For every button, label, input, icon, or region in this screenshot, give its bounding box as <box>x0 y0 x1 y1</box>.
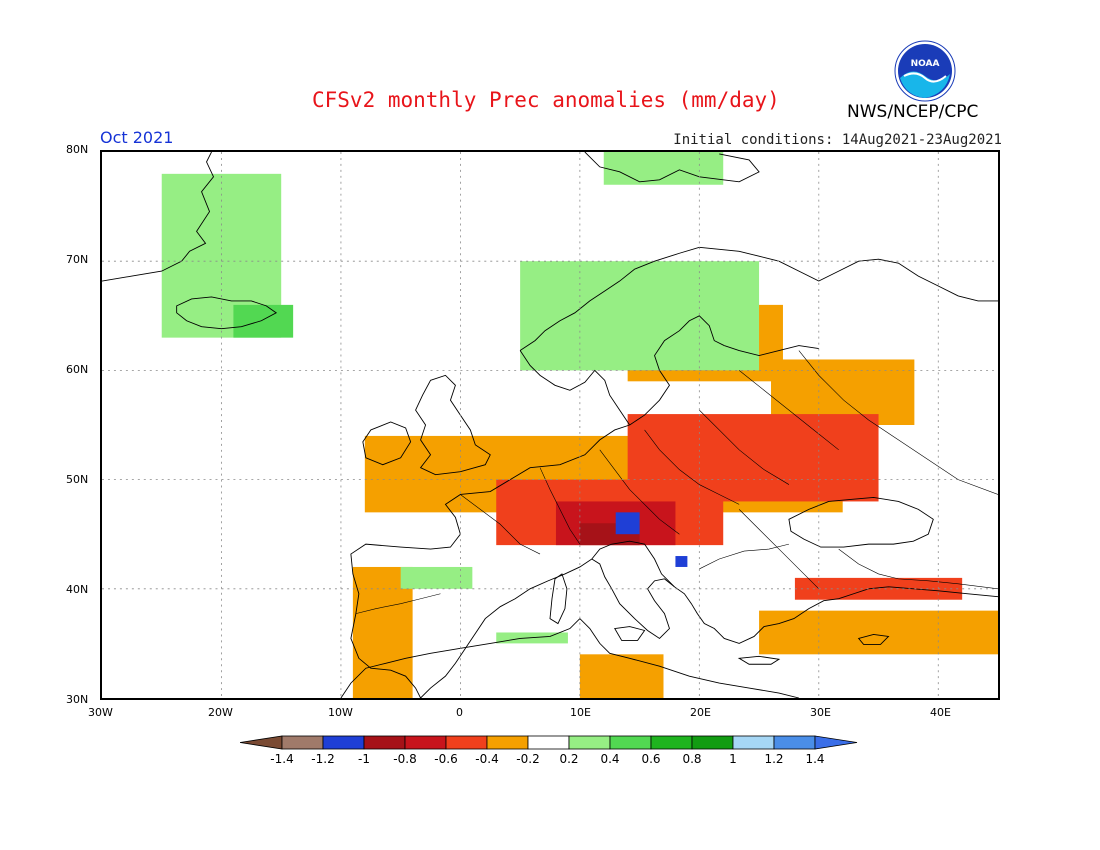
cyprus <box>857 634 890 645</box>
colorbar-low-arrow <box>240 735 283 750</box>
iceland-coast <box>176 296 278 330</box>
greenland-coast <box>102 152 215 282</box>
noaa-logo: NOAA <box>894 40 956 102</box>
colorbar-label: 0.8 <box>682 752 702 766</box>
colorbar-cell <box>527 735 570 750</box>
lon-tick: 20W <box>208 706 233 719</box>
crete <box>737 655 781 665</box>
scandinavia-coast <box>519 246 998 351</box>
map-title: CFSv2 monthly Prec anomalies (mm/day) <box>312 88 780 112</box>
britain-coast <box>415 374 491 476</box>
black-sea-coast <box>788 497 934 548</box>
colorbar-label: 0.4 <box>600 752 620 766</box>
month-label: Oct 2021 <box>100 128 174 147</box>
colorbar-cell <box>363 735 406 750</box>
country-borders <box>355 350 998 614</box>
map-canvas <box>102 152 998 698</box>
initial-conditions-label: Initial conditions: 14Aug2021-23Aug2021 <box>673 132 1002 148</box>
colorbar-label: -0.8 <box>393 752 417 766</box>
finland-coast <box>724 345 819 356</box>
anomaly-region <box>400 566 473 589</box>
lon-tick: 30E <box>810 706 831 719</box>
colorbar-cell <box>281 735 324 750</box>
colorbar-cell <box>486 735 529 750</box>
svalbard-coast <box>584 152 760 183</box>
lon-tick: 30W <box>88 706 113 719</box>
colorbar-label: 0.2 <box>559 752 579 766</box>
colorbar-label: 1.4 <box>805 752 825 766</box>
lon-tick: 10E <box>570 706 591 719</box>
anomaly-region <box>675 556 688 567</box>
colorbar-label: -1.4 <box>270 752 294 766</box>
colorbar-cell <box>773 735 816 750</box>
continent-west-coast <box>350 424 630 698</box>
colorbar-label: -0.6 <box>434 752 458 766</box>
colorbar-high-arrow <box>814 735 858 750</box>
lat-tick: 70N <box>66 253 89 266</box>
colorbar-cell <box>650 735 693 750</box>
colorbar-cell <box>732 735 775 750</box>
logo-text: NOAA <box>911 59 940 69</box>
colorbar-cell <box>609 735 652 750</box>
colorbar-cell <box>404 735 447 750</box>
colorbar-label: 1.2 <box>764 752 784 766</box>
colorbar-label: 1 <box>729 752 737 766</box>
colorbar-label: 0.6 <box>641 752 661 766</box>
colorbar-cell <box>445 735 488 750</box>
sicily <box>613 626 646 641</box>
lat-tick: 30N <box>66 693 89 706</box>
anomaly-region <box>579 654 664 698</box>
lat-tick: 80N <box>66 143 89 156</box>
graticule <box>102 152 998 698</box>
lon-tick: 10W <box>328 706 353 719</box>
colorbar <box>240 735 858 750</box>
norway-south-coast <box>519 350 631 426</box>
anomaly-map <box>100 150 1000 700</box>
colorbar-label: -0.4 <box>475 752 499 766</box>
anomaly-region <box>233 304 294 338</box>
corsica-sardinia <box>549 573 568 625</box>
north-africa-coast <box>340 617 799 698</box>
ireland-coast <box>362 421 412 466</box>
colorbar-label: -1 <box>358 752 370 766</box>
lon-tick: 0 <box>456 706 463 719</box>
anomaly-region <box>520 261 760 371</box>
agency-label: NWS/NCEP/CPC <box>847 102 979 122</box>
colorbar-cell <box>322 735 365 750</box>
colorbar-label: -1.2 <box>311 752 335 766</box>
italy-coast <box>591 540 675 588</box>
lat-tick: 40N <box>66 583 89 596</box>
lon-tick: 20E <box>690 706 711 719</box>
colorbar-cell <box>568 735 611 750</box>
colorbar-cell <box>691 735 734 750</box>
anomaly-region <box>615 512 640 535</box>
sweden-baltic-coast <box>629 315 725 426</box>
lat-tick: 50N <box>66 473 89 486</box>
lat-tick: 60N <box>66 363 89 376</box>
anomaly-region <box>603 152 724 185</box>
colorbar-label: -0.2 <box>516 752 540 766</box>
anomaly-region <box>759 610 998 655</box>
lon-tick: 40E <box>930 706 951 719</box>
